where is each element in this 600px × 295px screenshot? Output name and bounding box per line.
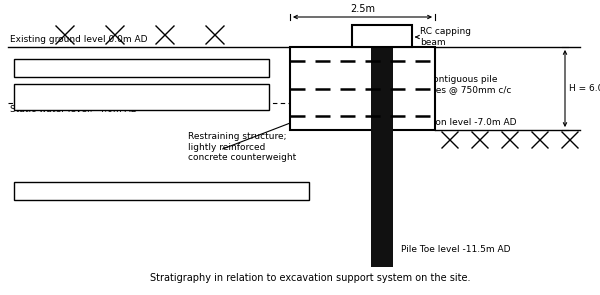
Text: N: N: [18, 99, 25, 109]
Bar: [14, 84, 269, 110]
Bar: [352, 25, 412, 47]
Text: spt: spt: [27, 100, 37, 105]
Bar: [14, 59, 269, 77]
Bar: [14, 182, 309, 200]
Text: Stratigraphy in relation to excavation support system on the site.: Stratigraphy in relation to excavation s…: [150, 273, 470, 283]
Text: B20 dowel bars @ every
pile position: B20 dowel bars @ every pile position: [295, 57, 405, 77]
Text: Existing ground level 0.0m AD: Existing ground level 0.0m AD: [10, 35, 148, 44]
Text: STIFF SANDY CLAY (-4.0 m AD to – 19.0m AD), N: STIFF SANDY CLAY (-4.0 m AD to – 19.0m A…: [18, 186, 235, 196]
Text: 2.5m: 2.5m: [350, 4, 375, 14]
Text: Pile Toe level -11.5m AD: Pile Toe level -11.5m AD: [401, 245, 511, 253]
Bar: [290, 47, 435, 130]
Text: = 15: = 15: [236, 186, 258, 196]
Text: spt: spt: [227, 187, 237, 192]
Text: Static water level: -4.0m AD: Static water level: -4.0m AD: [10, 105, 137, 114]
Text: = 15: = 15: [35, 99, 60, 109]
Text: Ø600 contiguous pile
wall, piles @ 750mm c/c: Ø600 contiguous pile wall, piles @ 750mm…: [401, 75, 511, 95]
Text: = 12: = 12: [221, 63, 243, 73]
Bar: [371, 47, 393, 267]
Text: Restraining structure;
lightly reinforced
concrete counterweight: Restraining structure; lightly reinforce…: [188, 132, 296, 162]
Text: RC capping
beam: RC capping beam: [420, 27, 471, 47]
Text: spt: spt: [213, 64, 223, 69]
Text: Formation level -7.0m AD: Formation level -7.0m AD: [401, 118, 517, 127]
Text: MADE GROUND (0.0 m AD to – 1.5m AD), N: MADE GROUND (0.0 m AD to – 1.5m AD), N: [18, 63, 213, 73]
Text: MEDIUM DENSE GRAVEL (-1.5 m AD to – 4.0m AD),: MEDIUM DENSE GRAVEL (-1.5 m AD to – 4.0m…: [18, 88, 245, 96]
Text: H = 6.0m - 7.0m: H = 6.0m - 7.0m: [569, 84, 600, 93]
